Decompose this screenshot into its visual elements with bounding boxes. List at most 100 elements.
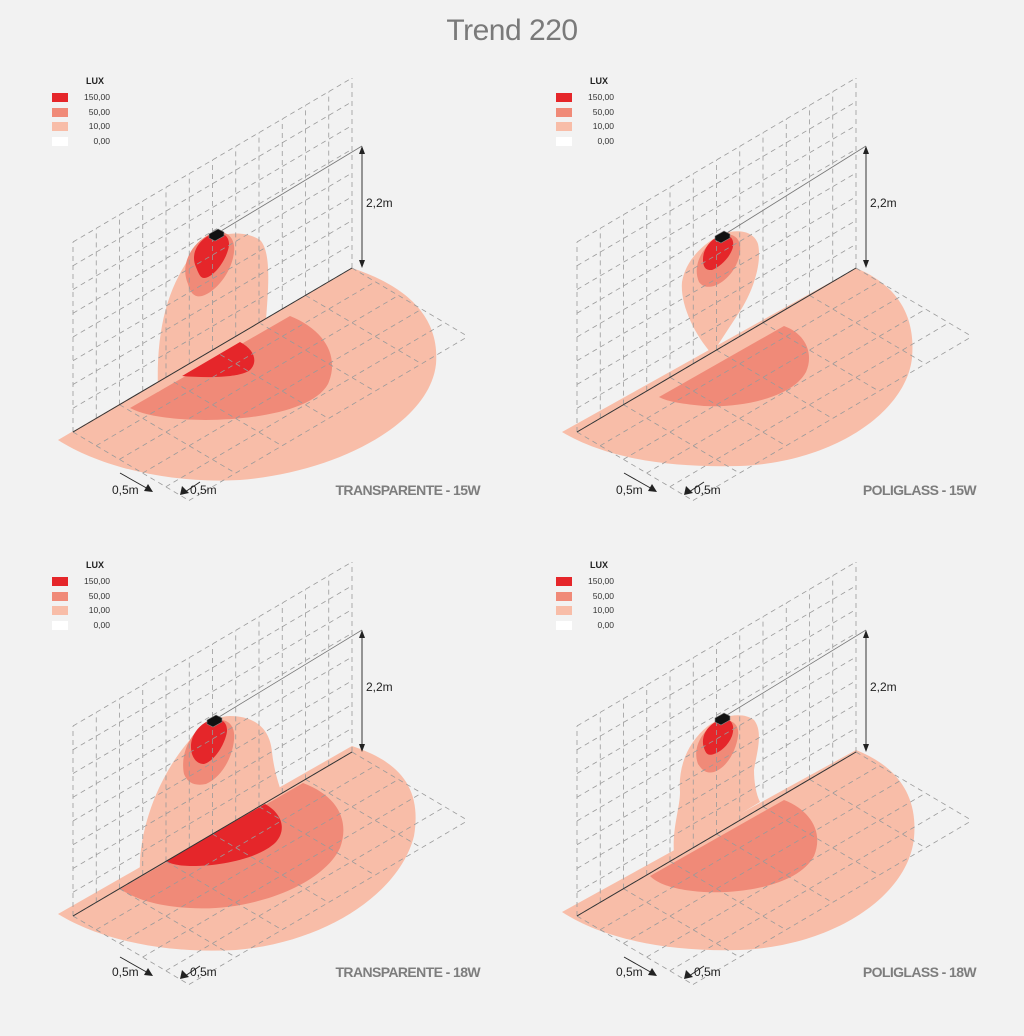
legend-item: 0,00: [52, 136, 152, 148]
legend-item: 0,00: [556, 136, 656, 148]
grid-dimension-line-b: [688, 481, 705, 493]
legend-swatch: [52, 592, 68, 601]
wall-base-line: [72, 267, 353, 433]
grid-dimension-label-b: 0,5m: [694, 965, 721, 979]
grid-dimension-line-a: [623, 956, 655, 975]
legend-item: 0,00: [556, 620, 656, 632]
height-dimension-label: 2,2m: [870, 680, 897, 694]
height-dimension-label: 2,2m: [366, 680, 393, 694]
floor-grid-line: [762, 322, 880, 392]
arrow-down-icon: [863, 744, 869, 752]
legend-item: 10,00: [52, 605, 152, 617]
floor-grid-line: [576, 915, 694, 985]
mounting-reference-line: [721, 145, 867, 237]
isolux-diagram: [562, 77, 973, 501]
mounting-reference-line: [215, 145, 363, 235]
isolux-floor-150: [166, 804, 282, 866]
isolux-wall-150: [702, 718, 734, 755]
floor-grid-line: [305, 294, 422, 365]
floor-grid-line: [576, 431, 694, 501]
legend-label: 10,00: [592, 605, 614, 615]
floor-grid-line: [623, 404, 740, 474]
floor-grid-line: [72, 431, 190, 501]
arrow-icon: [144, 968, 153, 976]
arrow-down-icon: [359, 744, 365, 752]
floor-grid-line: [72, 915, 190, 985]
legend-item: 150,00: [556, 92, 656, 104]
arrow-up-icon: [359, 630, 365, 638]
floor-grid-line: [119, 404, 236, 474]
arrow-icon: [684, 486, 693, 495]
diagram-panel-transparente-18w: LUX 150,00 50,00 10,00 0,00 2,2m 0,5m 0,…: [40, 556, 552, 1036]
legend-swatch: [556, 93, 572, 102]
isolux-floor-150: [182, 342, 255, 378]
grid-dimension-line-b: [688, 965, 705, 977]
legend-title: LUX: [86, 560, 104, 570]
grid-dimension-label-a: 0,5m: [112, 483, 139, 497]
panel-caption: POLIGLASS - 18W: [862, 964, 977, 980]
legend-swatch: [556, 577, 572, 586]
arrow-up-icon: [863, 146, 869, 154]
legend-swatch: [556, 606, 572, 615]
legend-item: 50,00: [52, 591, 152, 603]
floor-grid-line: [809, 778, 926, 849]
legend-label: 50,00: [88, 591, 110, 601]
grid-dimension-label-a: 0,5m: [616, 965, 643, 979]
isolux-floor-50: [650, 800, 818, 893]
floor-grid-line: [351, 267, 469, 337]
arrow-icon: [648, 484, 657, 492]
floor-grid-line: [258, 322, 376, 392]
floor-grid-line: [855, 751, 973, 821]
grid-dimension-line-a: [119, 956, 151, 975]
legend-swatch: [52, 122, 68, 131]
wall-base-line: [72, 751, 353, 917]
legend-swatch: [52, 606, 68, 615]
legend-label: 50,00: [592, 591, 614, 601]
isolux-wall-150: [702, 234, 734, 270]
grid-dimension-label-b: 0,5m: [190, 483, 217, 497]
arrow-icon: [648, 968, 657, 976]
legend-item: 150,00: [52, 576, 152, 588]
legend-item: 150,00: [52, 92, 152, 104]
legend-item: 150,00: [556, 576, 656, 588]
legend-label: 0,00: [93, 136, 110, 146]
floor-grid-line: [809, 294, 926, 365]
arrow-icon: [684, 970, 693, 979]
floor-grid-line: [305, 778, 422, 849]
grid-dimension-line-b: [184, 965, 201, 977]
luminaire-icon: [714, 712, 731, 726]
legend-swatch: [556, 108, 572, 117]
legend-swatch: [52, 137, 68, 146]
arrow-up-icon: [863, 630, 869, 638]
legend-label: 150,00: [588, 92, 614, 102]
legend-label: 0,00: [597, 136, 614, 146]
legend-item: 50,00: [556, 107, 656, 119]
isolux-diagram: [58, 77, 469, 501]
floor-grid-line: [855, 267, 973, 337]
diagram-panel-poliglass-18w: LUX 150,00 50,00 10,00 0,00 2,2m 0,5m 0,…: [544, 556, 1024, 1036]
grid-dimension-line-a: [623, 472, 655, 491]
legend-label: 50,00: [592, 107, 614, 117]
floor-grid-line: [762, 806, 880, 876]
legend-title: LUX: [590, 76, 608, 86]
floor-grid-line: [716, 349, 833, 419]
mounting-reference-line: [721, 629, 867, 719]
legend-label: 50,00: [88, 107, 110, 117]
arrow-down-icon: [359, 260, 365, 268]
legend-swatch: [52, 108, 68, 117]
height-dimension-label: 2,2m: [870, 196, 897, 210]
isolux-diagram: [562, 561, 973, 985]
legend-swatch: [556, 621, 572, 630]
arrow-icon: [180, 970, 189, 979]
grid-dimension-line-b: [184, 481, 201, 493]
luminaire-icon: [206, 714, 223, 728]
arrow-icon: [180, 486, 189, 495]
legend-label: 10,00: [88, 605, 110, 615]
diagram-panel-transparente-15w: LUX 150,00 50,00 10,00 0,00 2,2m 0,5m 0,…: [40, 72, 552, 552]
legend-item: 10,00: [556, 605, 656, 617]
legend-item: 50,00: [556, 591, 656, 603]
floor-grid-line: [351, 751, 469, 821]
page-title: Trend 220: [446, 14, 578, 47]
floor-grid-line: [165, 376, 283, 447]
legend-title: LUX: [86, 76, 104, 86]
